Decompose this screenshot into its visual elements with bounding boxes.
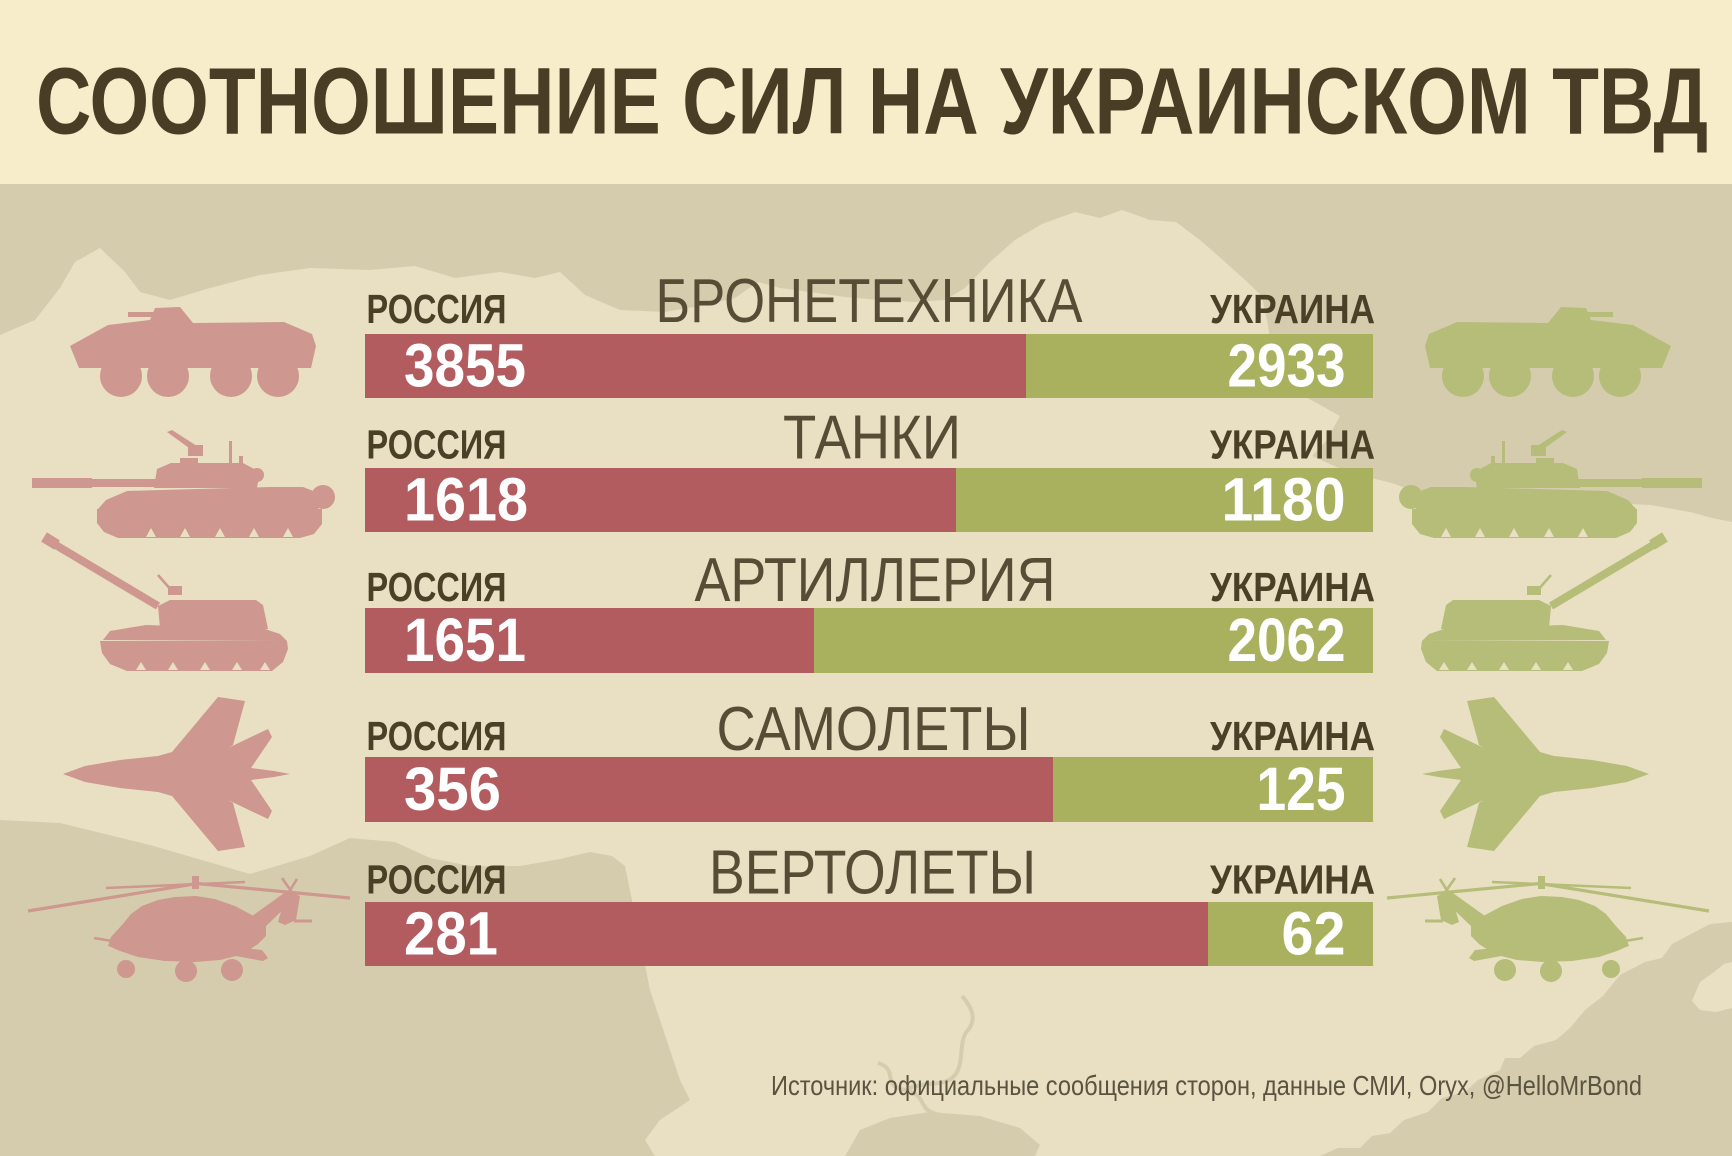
svg-text:2062: 2062 (1228, 606, 1346, 674)
svg-text:СООТНОШЕНИЕ СИЛ НА УКРАИНСКОМ: СООТНОШЕНИЕ СИЛ НА УКРАИНСКОМ ТВД (36, 49, 1708, 155)
svg-text:ВЕРТОЛЕТЫ: ВЕРТОЛЕТЫ (709, 838, 1036, 907)
svg-text:2933: 2933 (1228, 332, 1346, 400)
svg-text:РОССИЯ: РОССИЯ (367, 713, 507, 759)
svg-text:РОССИЯ: РОССИЯ (367, 856, 507, 902)
svg-text:125: 125 (1257, 755, 1346, 823)
svg-text:356: 356 (404, 755, 501, 823)
svg-text:АРТИЛЛЕРИЯ: АРТИЛЛЕРИЯ (695, 546, 1056, 615)
svg-text:РОССИЯ: РОССИЯ (367, 564, 507, 610)
svg-text:УКРАИНА: УКРАИНА (1210, 564, 1375, 610)
svg-text:3855: 3855 (404, 332, 526, 400)
svg-text:РОССИЯ: РОССИЯ (367, 422, 507, 468)
svg-text:САМОЛЕТЫ: САМОЛЕТЫ (717, 695, 1031, 764)
svg-text:РОССИЯ: РОССИЯ (367, 286, 507, 332)
svg-text:1651: 1651 (404, 606, 526, 674)
svg-text:УКРАИНА: УКРАИНА (1210, 856, 1375, 902)
svg-text:УКРАИНА: УКРАИНА (1210, 286, 1375, 332)
svg-text:УКРАИНА: УКРАИНА (1210, 422, 1375, 468)
svg-text:1180: 1180 (1222, 466, 1346, 534)
svg-text:УКРАИНА: УКРАИНА (1210, 713, 1375, 759)
svg-text:1618: 1618 (404, 466, 528, 534)
svg-text:БРОНЕТЕХНИКА: БРОНЕТЕХНИКА (656, 267, 1084, 336)
svg-text:ТАНКИ: ТАНКИ (783, 404, 961, 473)
svg-text:62: 62 (1282, 900, 1346, 968)
svg-text:Источник: официальные сообщени: Источник: официальные сообщения сторон, … (771, 1070, 1642, 1101)
svg-text:281: 281 (404, 900, 498, 968)
